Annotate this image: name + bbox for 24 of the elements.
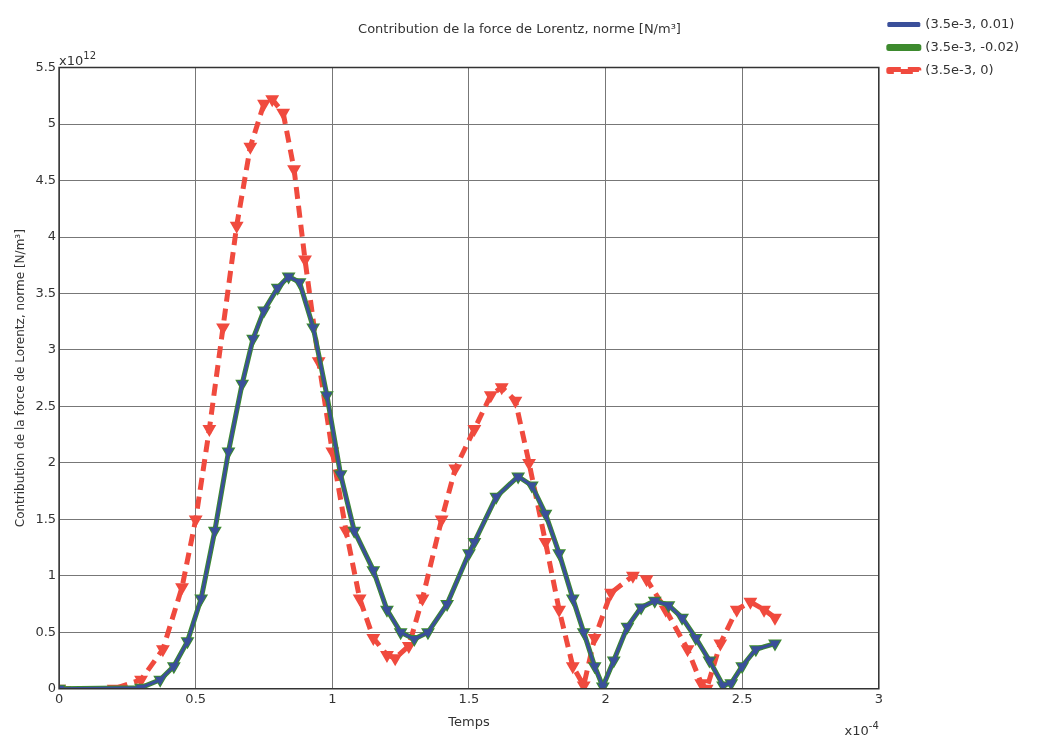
y-tick-label: 2 [47, 454, 57, 470]
x-tick-label: 3 [874, 690, 883, 706]
x-tick-label: 1 [328, 690, 337, 706]
y-tick-label: 5 [47, 115, 57, 131]
y-tick-label: 4 [47, 228, 57, 244]
y-tick-label: 4.5 [35, 171, 57, 187]
legend-label: (3.5e-3, -0.02) [925, 38, 1020, 54]
legend-label: (3.5e-3, 0.01) [925, 15, 1015, 31]
y-tick-label: 1 [47, 567, 57, 583]
x-axis-title: Temps [447, 713, 490, 729]
legend-label: (3.5e-3, 0) [925, 61, 994, 77]
x-tick-label: 2 [601, 690, 610, 706]
y-tick-label: 5.5 [35, 58, 57, 74]
y-tick-label: 2.5 [35, 397, 57, 413]
y-axis-title: Contribution de la force de Lorentz, norme [N/m³] [13, 229, 28, 528]
y-tick-label: 0.5 [35, 623, 57, 639]
y-tick-label: 1.5 [35, 510, 57, 526]
y-tick-label: 3 [47, 341, 57, 357]
y-tick-label: 3.5 [35, 284, 57, 300]
x-tick-label: 0.5 [185, 690, 207, 706]
x-tick-label: 1.5 [458, 690, 480, 706]
x-tick-label: 2.5 [731, 690, 753, 706]
y-tick-label: 0 [47, 680, 57, 696]
chart-title: Contribution de la force de Lorentz, norme [N/m³] [358, 21, 681, 37]
